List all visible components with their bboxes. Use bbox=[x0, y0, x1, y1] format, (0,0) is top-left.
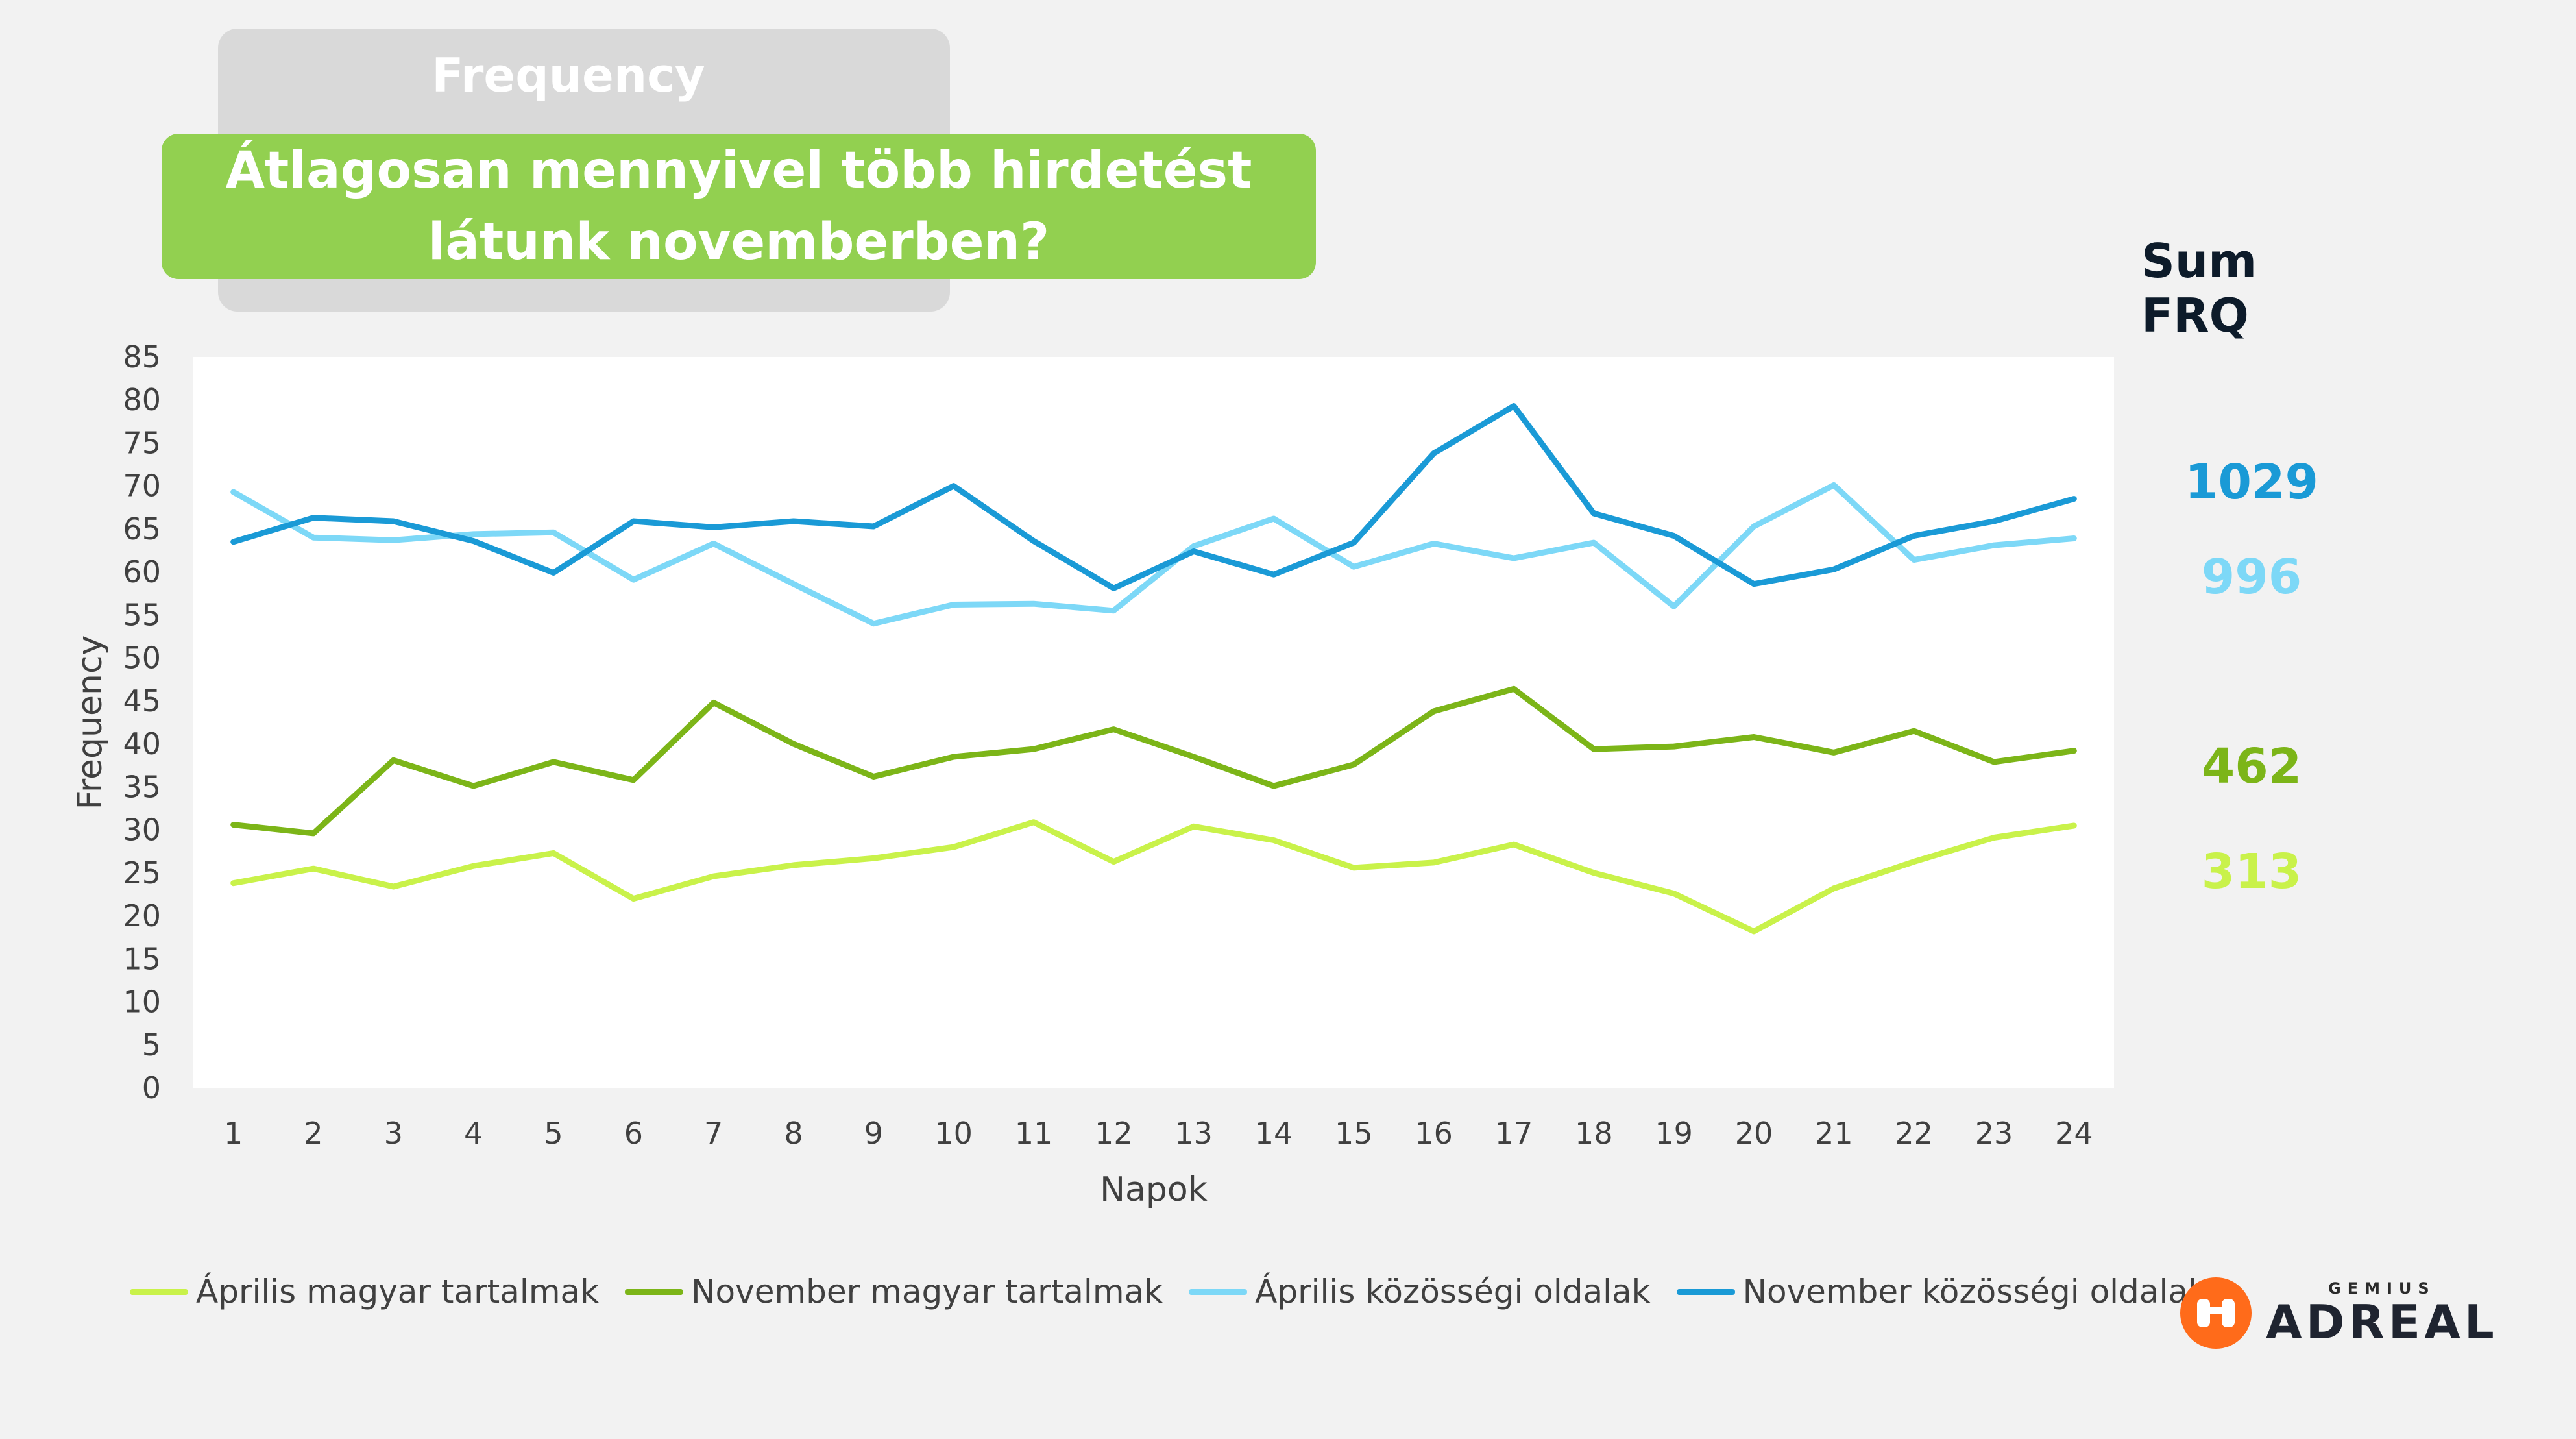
y-tick-label: 10 bbox=[123, 985, 161, 1020]
x-tick-label: 18 bbox=[1575, 1116, 1613, 1151]
series-line-0 bbox=[230, 819, 2077, 935]
x-tick-label: 22 bbox=[1895, 1116, 1933, 1151]
x-tick-label: 5 bbox=[544, 1116, 563, 1151]
x-tick-label: 3 bbox=[384, 1116, 403, 1151]
x-tick-label: 7 bbox=[704, 1116, 723, 1151]
x-tick-label: 14 bbox=[1255, 1116, 1293, 1151]
series-line-1 bbox=[230, 685, 2077, 837]
series-lines bbox=[230, 403, 2077, 935]
y-tick-label: 50 bbox=[123, 641, 161, 676]
x-tick-label: 23 bbox=[1975, 1116, 2013, 1151]
x-axis-ticks: 1 2 3 4 5 6 7 8 9 10 11 12 13 14 15 16 17 18 19 20 21 22 23 24 bbox=[224, 1116, 2093, 1151]
x-tick-label: 19 bbox=[1655, 1116, 1693, 1151]
plot-area bbox=[193, 357, 2114, 1088]
series-line-3 bbox=[230, 403, 2077, 591]
y-axis-title: Frequency bbox=[71, 635, 110, 810]
sum-value-april-social: 996 bbox=[2201, 549, 2302, 605]
y-tick-label: 15 bbox=[123, 941, 161, 976]
x-tick-label: 9 bbox=[864, 1116, 883, 1151]
x-tick-label: 1 bbox=[224, 1116, 243, 1151]
x-tick-label: 4 bbox=[464, 1116, 483, 1151]
logo-subtext: GEMIUS bbox=[2328, 1279, 2436, 1298]
x-tick-label: 12 bbox=[1095, 1116, 1133, 1151]
legend-item-november-social: November közösségi oldalak bbox=[1676, 1273, 2207, 1310]
y-tick-label: 55 bbox=[123, 597, 161, 632]
y-tick-label: 5 bbox=[142, 1027, 161, 1063]
question-title: Átlagosan mennyivel több hirdetést látun… bbox=[225, 141, 1252, 271]
y-tick-label: 80 bbox=[123, 382, 161, 417]
legend-swatch bbox=[130, 1288, 188, 1295]
y-tick-label: 30 bbox=[123, 813, 161, 848]
y-tick-label: 45 bbox=[123, 683, 161, 719]
x-tick-label: 2 bbox=[304, 1116, 322, 1151]
binoculars-icon bbox=[2180, 1277, 2252, 1349]
x-tick-label: 10 bbox=[934, 1116, 973, 1151]
legend: Április magyar tartalmak November magyar… bbox=[130, 1269, 2207, 1314]
y-tick-label: 75 bbox=[123, 425, 161, 460]
x-tick-label: 6 bbox=[624, 1116, 643, 1151]
y-tick-label: 60 bbox=[123, 554, 161, 589]
y-tick-label: 85 bbox=[123, 339, 161, 375]
x-tick-label: 20 bbox=[1735, 1116, 1773, 1151]
sum-frq-title: Sum FRQ bbox=[2141, 234, 2257, 343]
sum-value-november-hungarian: 462 bbox=[2201, 739, 2302, 794]
y-tick-label: 35 bbox=[123, 769, 161, 804]
legend-swatch bbox=[1189, 1288, 1248, 1295]
y-tick-label: 70 bbox=[123, 469, 161, 504]
x-tick-label: 15 bbox=[1335, 1116, 1373, 1151]
legend-item-april-hungarian: Április magyar tartalmak bbox=[130, 1273, 599, 1310]
x-tick-label: 17 bbox=[1495, 1116, 1533, 1151]
legend-label: Április magyar tartalmak bbox=[196, 1273, 600, 1310]
y-tick-label: 40 bbox=[123, 726, 161, 761]
legend-item-april-social: Április közösségi oldalak bbox=[1189, 1273, 1651, 1310]
x-tick-label: 11 bbox=[1015, 1116, 1053, 1151]
x-tick-label: 21 bbox=[1815, 1116, 1853, 1151]
sum-value-april-hungarian: 313 bbox=[2201, 844, 2302, 900]
sum-value-november-social: 1029 bbox=[2185, 454, 2318, 510]
series-line-2 bbox=[230, 482, 2077, 627]
x-axis-title: Napok bbox=[1100, 1170, 1208, 1209]
y-tick-label: 20 bbox=[123, 898, 161, 933]
x-tick-label: 8 bbox=[784, 1116, 803, 1151]
legend-label: November közösségi oldalak bbox=[1742, 1273, 2207, 1310]
y-tick-label: 0 bbox=[142, 1070, 161, 1105]
x-tick-label: 24 bbox=[2055, 1116, 2093, 1151]
legend-label: November magyar tartalmak bbox=[691, 1273, 1163, 1310]
y-tick-label: 25 bbox=[123, 855, 161, 891]
x-tick-label: 16 bbox=[1415, 1116, 1453, 1151]
adreal-logo: GEMIUS ADREAL bbox=[2180, 1277, 2498, 1349]
legend-swatch bbox=[1676, 1288, 1735, 1295]
y-axis-ticks: 0 5 10 15 20 25 30 35 40 45 50 55 60 65 70 75 80 85 bbox=[123, 339, 161, 1105]
logo-wordmark: ADREAL bbox=[2266, 1295, 2498, 1349]
legend-label: Április közösségi oldalak bbox=[1255, 1273, 1651, 1310]
legend-item-november-hungarian: November magyar tartalmak bbox=[625, 1273, 1163, 1310]
x-tick-label: 13 bbox=[1174, 1116, 1213, 1151]
y-tick-label: 65 bbox=[123, 511, 161, 547]
legend-swatch bbox=[625, 1288, 684, 1295]
category-title: Frequency bbox=[431, 48, 705, 103]
question-banner: Átlagosan mennyivel több hirdetést látun… bbox=[162, 134, 1316, 279]
